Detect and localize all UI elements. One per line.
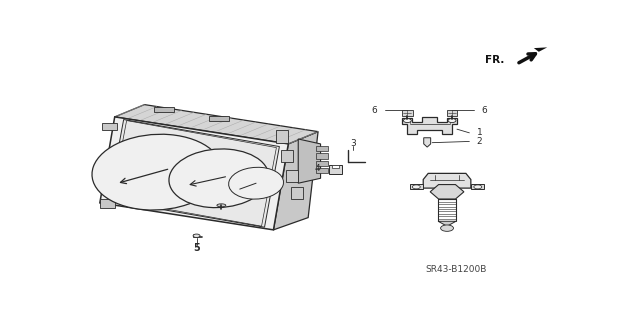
Circle shape xyxy=(193,234,200,237)
Polygon shape xyxy=(447,110,458,116)
Polygon shape xyxy=(438,221,456,226)
Polygon shape xyxy=(316,168,328,174)
Polygon shape xyxy=(102,123,117,130)
Polygon shape xyxy=(423,174,471,188)
Polygon shape xyxy=(402,110,413,116)
Ellipse shape xyxy=(217,204,226,207)
Polygon shape xyxy=(291,187,303,199)
Circle shape xyxy=(403,119,412,122)
Circle shape xyxy=(474,185,482,189)
Polygon shape xyxy=(100,199,115,208)
Text: 4: 4 xyxy=(315,164,321,173)
Ellipse shape xyxy=(169,149,269,208)
Polygon shape xyxy=(430,185,464,199)
Ellipse shape xyxy=(92,134,222,210)
Polygon shape xyxy=(329,165,342,174)
Polygon shape xyxy=(471,184,484,189)
Polygon shape xyxy=(281,150,293,162)
Polygon shape xyxy=(286,170,298,182)
Circle shape xyxy=(440,225,454,231)
Polygon shape xyxy=(410,184,423,189)
Text: 2: 2 xyxy=(477,137,483,146)
Polygon shape xyxy=(298,139,321,183)
Polygon shape xyxy=(100,117,288,230)
Polygon shape xyxy=(273,132,318,230)
Polygon shape xyxy=(316,153,328,159)
Polygon shape xyxy=(276,130,289,143)
Polygon shape xyxy=(316,160,328,166)
Polygon shape xyxy=(403,117,457,134)
Polygon shape xyxy=(332,165,339,168)
Circle shape xyxy=(412,185,420,189)
Text: 3: 3 xyxy=(350,139,356,148)
Polygon shape xyxy=(109,120,280,227)
Polygon shape xyxy=(316,146,328,151)
Text: 6: 6 xyxy=(372,106,378,115)
Text: SR43-B1200B: SR43-B1200B xyxy=(426,265,486,274)
Text: FR.: FR. xyxy=(484,56,504,65)
Text: 5: 5 xyxy=(193,243,200,253)
Polygon shape xyxy=(534,47,547,52)
Text: 1: 1 xyxy=(477,128,483,137)
Circle shape xyxy=(448,119,456,122)
Polygon shape xyxy=(209,116,229,121)
Text: 6: 6 xyxy=(482,106,488,115)
Ellipse shape xyxy=(228,167,284,199)
Polygon shape xyxy=(154,107,174,112)
Polygon shape xyxy=(424,138,431,147)
Polygon shape xyxy=(115,105,318,144)
